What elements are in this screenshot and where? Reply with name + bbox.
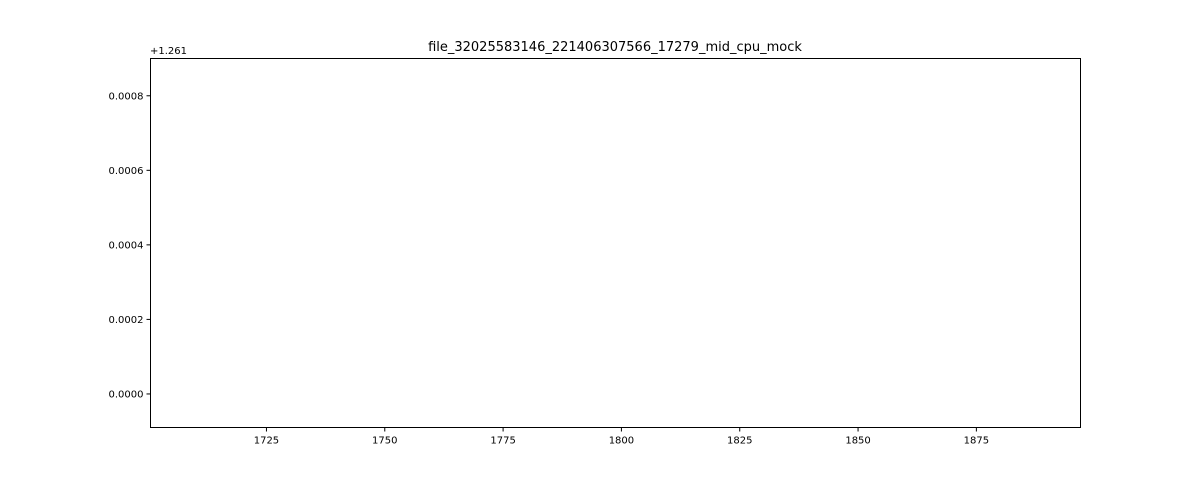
x-tick-label: 1750 <box>372 436 397 447</box>
x-tick-label: 1775 <box>490 436 515 447</box>
x-tick-label: 1725 <box>254 436 279 447</box>
y-tick-label: 0.0006 <box>109 166 144 177</box>
y-tick-label: 0.0008 <box>109 91 144 102</box>
x-axis: 1725 1750 1775 1800 1825 1850 1875 <box>254 427 989 447</box>
y-tick-label: 0.0000 <box>109 389 144 400</box>
x-tick-label: 1875 <box>964 436 989 447</box>
x-tick-label: 1825 <box>727 436 752 447</box>
y-tick-label: 0.0002 <box>109 315 144 326</box>
plot-area-frame <box>150 58 1081 428</box>
y-axis-offset-label: +1.261 <box>150 46 187 57</box>
x-tick-label: 1800 <box>609 436 634 447</box>
y-tick-label: 0.0004 <box>109 240 144 251</box>
y-axis: 0.0000 0.0002 0.0004 0.0006 0.0008 <box>109 91 151 400</box>
x-tick-label: 1850 <box>845 436 870 447</box>
chart-title: file_32025583146_221406307566_17279_mid_… <box>428 40 802 55</box>
